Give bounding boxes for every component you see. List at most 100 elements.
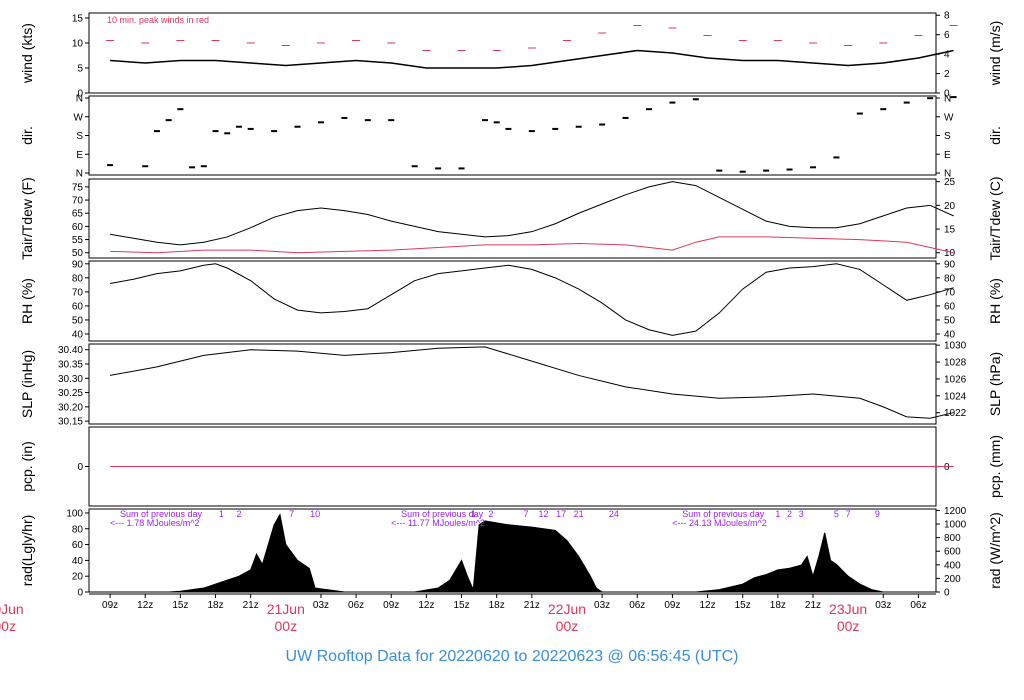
dir-point [927, 97, 934, 100]
day-label: 20Jun [0, 601, 24, 617]
hour-mark: 2 [488, 509, 493, 519]
left-tick-label: 0 [77, 588, 83, 599]
right-tick-label: 4 [944, 50, 950, 61]
left-tick-label: 70 [72, 196, 84, 207]
right-tick-label: 70 [944, 287, 956, 298]
x-tick-label: 06z [910, 600, 926, 611]
x-tick-label: 06z [629, 600, 645, 611]
y-axis-label-right: Tair/Tdew (C) [987, 176, 1003, 260]
dir-point [224, 132, 231, 135]
left-tick-label: 40 [72, 556, 84, 567]
left-tick-label: 30.35 [58, 360, 83, 371]
y-axis-label-left: dir. [19, 126, 35, 145]
hour-mark: 1 [219, 509, 224, 519]
left-tick-label: 75 [72, 182, 84, 193]
dir-point [763, 169, 770, 172]
right-tick-label: 8 [944, 11, 950, 22]
x-tick-label: 03z [594, 600, 610, 611]
hour-mark: 7 [289, 509, 294, 519]
y-axis-label-right: rad (W/m^2) [987, 512, 1003, 589]
left-tick-label: 90 [72, 259, 84, 270]
right-tick-label: 1024 [944, 391, 967, 402]
dir-point [212, 130, 219, 133]
right-tick-label: 0 [944, 588, 950, 599]
dir-point [341, 116, 348, 119]
dir-point [364, 119, 371, 122]
right-tick-label: 1026 [944, 374, 967, 385]
x-tick-label: 21z [243, 600, 259, 611]
x-tick-label: 03z [313, 600, 329, 611]
right-tick-label: 1200 [944, 506, 967, 517]
x-tick-label: 18z [489, 600, 505, 611]
dir-point [528, 130, 535, 133]
x-tick-label: 15z [453, 600, 469, 611]
dir-point [903, 101, 910, 104]
x-tick-label: 18z [770, 600, 786, 611]
dir-point [669, 101, 676, 104]
left-tick-label: 0 [77, 462, 83, 473]
dir-point [552, 127, 559, 130]
radiation-annotation: Sum of previous day [682, 509, 765, 519]
dir-point [833, 156, 840, 159]
dir-point [142, 165, 149, 168]
x-tick-label: 12z [418, 600, 434, 611]
right-tick-label: 90 [944, 259, 956, 270]
panel-frame [88, 178, 937, 259]
dir-point [411, 165, 418, 168]
y-axis-label-right: RH (%) [987, 278, 1003, 324]
hour-mark: 7 [523, 509, 528, 519]
right-tick-label: 10 [944, 248, 956, 259]
left-tick-label: 50 [72, 315, 84, 326]
y-axis-label-left: wind (kts) [19, 23, 35, 84]
right-tick-label: S [944, 131, 951, 142]
x-tick-label: 09z [383, 600, 399, 611]
right-tick-label: 1030 [944, 341, 967, 352]
right-tick-label: 1022 [944, 408, 967, 419]
left-tick-label: 55 [72, 235, 84, 246]
day-hour-label: 00z [837, 618, 860, 634]
hour-mark: 24 [609, 509, 619, 519]
dir-point [435, 167, 442, 170]
dir-point [458, 167, 465, 170]
y-axis-label-right: pcp. (mm) [987, 435, 1003, 498]
panel-frame [88, 95, 937, 176]
right-tick-label: 0 [944, 89, 950, 100]
y-axis-label-left: RH (%) [19, 278, 35, 324]
y-axis-label-left: SLP (inHg) [19, 350, 35, 418]
hour-mark: 9 [875, 509, 880, 519]
radiation-annotation: Sum of previous day [120, 509, 203, 519]
left-tick-label: 50 [72, 248, 84, 259]
left-tick-label: E [76, 150, 83, 161]
dir-point [622, 116, 629, 119]
dir-point [247, 127, 254, 130]
y-axis-label-left: pcp. (in) [19, 441, 35, 492]
left-tick-label: 60 [72, 222, 84, 233]
left-tick-label: 60 [72, 301, 84, 312]
x-axis: 09z 12z 15z 18z 21z 03z 06z 09z 12z 15z 18z 21z 03z 0… [0, 593, 936, 634]
day-hour-label: 00z [275, 618, 298, 634]
left-tick-label: 80 [72, 524, 84, 535]
hour-mark: 1 [471, 509, 476, 519]
dir-point [645, 108, 652, 111]
x-tick-label: 09z [664, 600, 680, 611]
day-label: 22Jun [548, 601, 586, 617]
left-tick-label: 15 [72, 14, 84, 25]
x-tick-label: 21z [805, 600, 821, 611]
hour-mark: 1 [775, 509, 780, 519]
dir-point [505, 127, 512, 130]
panel-pcp: 0 0 pcp. (in) pcp. (mm) [19, 426, 1003, 507]
hour-mark: 7 [846, 509, 851, 519]
series-line-0 [109, 263, 954, 336]
day-label: 23Jun [829, 601, 867, 617]
right-tick-label: N [944, 169, 951, 180]
dir-point [294, 125, 301, 128]
panel-wind: 0 5 10 15 0 2 4 6 8 wind (kts) wind (m/s) 10 min. p… [19, 11, 1003, 100]
dir-point [200, 165, 207, 168]
left-tick-label: 70 [72, 287, 84, 298]
panel-frame [88, 260, 937, 342]
right-tick-label: N [944, 94, 951, 105]
dir-point [739, 170, 746, 173]
left-tick-label: 20 [72, 572, 84, 583]
right-tick-label: 600 [944, 547, 961, 558]
